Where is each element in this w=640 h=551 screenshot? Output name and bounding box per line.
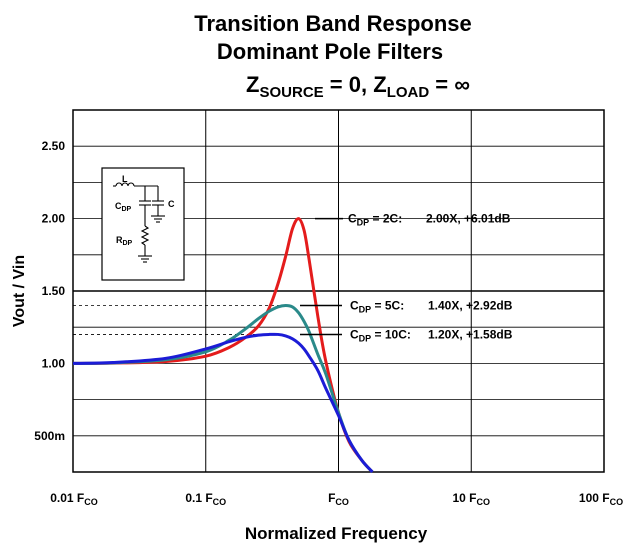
chart-title-line3: ZSOURCE = 0, ZLOAD = ∞ <box>246 72 470 101</box>
resistor-symbol <box>140 225 150 246</box>
annotation-c-sub: DP <box>357 218 370 228</box>
x-tick-main: 0.01 F <box>50 491 84 505</box>
annotation-c-sub: DP <box>359 304 372 314</box>
annotation-ratio: = 2C: <box>369 212 402 226</box>
annotation-label: CDP = 10C: 1.20X, +1.58dB <box>350 327 513 343</box>
annotation-c-main: C <box>350 298 359 312</box>
series-line <box>72 303 374 474</box>
y-axis-label: Vout / Vin <box>11 255 28 327</box>
annotation-ratio: = 5C: <box>371 298 404 312</box>
annotation-label: CDP = 5C: 1.40X, +2.92dB <box>350 298 513 314</box>
schematic-rdp-main: R <box>116 235 123 245</box>
y-tick-label: 500m <box>34 429 65 443</box>
chart-title-line1: Transition Band Response <box>194 11 472 36</box>
annotation-value: 2.00X, +6.01dB <box>426 212 511 226</box>
series-group <box>72 217 374 474</box>
schematic-rdp-label: RDP <box>116 235 133 247</box>
annotation-value: 1.40X, +2.92dB <box>428 298 513 312</box>
schematic-c-label: C <box>168 199 175 209</box>
x-tick-label: FCO <box>328 491 349 507</box>
reference-lines <box>73 305 290 335</box>
x-tick-labels: 0.01 FCO 0.1 FCO FCO 10 FCO 100 FCO <box>50 491 623 507</box>
x-tick-main: 10 F <box>452 491 476 505</box>
filter-schematic: L CDP C RDP <box>101 167 185 281</box>
y-tick-label: 2.00 <box>42 212 66 226</box>
x-tick-main: 0.1 F <box>185 491 212 505</box>
schematic-cdp-main: C <box>115 201 122 211</box>
schematic-cdp-label: CDP <box>115 201 132 213</box>
title-zsource-value: = 0, <box>324 72 374 97</box>
annotation-c-sub: DP <box>359 333 372 343</box>
x-tick-sub: CO <box>335 497 349 507</box>
x-tick-label: 0.1 FCO <box>185 491 226 507</box>
title-zsource-sub: SOURCE <box>260 84 324 101</box>
y-tick-label: 1.00 <box>42 356 66 370</box>
title-zload-value: = ∞ <box>429 72 470 97</box>
x-tick-label: 100 FCO <box>579 491 623 507</box>
y-tick-label: 2.50 <box>42 139 66 153</box>
x-tick-label: 10 FCO <box>452 491 490 507</box>
title-zsource-main: Z <box>246 72 259 97</box>
schematic-cdp-sub: DP <box>122 206 132 213</box>
x-axis-label: Normalized Frequency <box>245 524 428 543</box>
inductor-symbol <box>115 182 135 187</box>
x-tick-sub: CO <box>477 497 491 507</box>
annotation-value: 1.20X, +1.58dB <box>428 327 513 341</box>
annotation-ratio: = 10C: <box>371 327 411 341</box>
annotation-label: CDP = 2C: 2.00X, +6.01dB <box>348 212 511 228</box>
schematic-rdp-sub: DP <box>123 240 133 247</box>
y-tick-labels: 2.50 2.00 1.50 1.00 500m <box>34 139 65 443</box>
annotation-c-main: C <box>350 327 359 341</box>
x-tick-sub: CO <box>610 497 624 507</box>
x-tick-label: 0.01 FCO <box>50 491 98 507</box>
x-tick-sub: CO <box>213 497 227 507</box>
x-tick-main: 100 F <box>579 491 610 505</box>
title-zload-sub: LOAD <box>387 84 430 101</box>
y-tick-label: 1.50 <box>42 284 66 298</box>
schematic-frame <box>101 167 185 281</box>
chart-title-line2: Dominant Pole Filters <box>217 39 443 64</box>
schematic-inductor-label: L <box>122 174 128 184</box>
title-zload-main: Z <box>373 72 386 97</box>
series-line <box>72 332 374 474</box>
annotation-c-main: C <box>348 212 357 226</box>
x-tick-sub: CO <box>84 497 98 507</box>
x-tick-main: F <box>328 491 335 505</box>
